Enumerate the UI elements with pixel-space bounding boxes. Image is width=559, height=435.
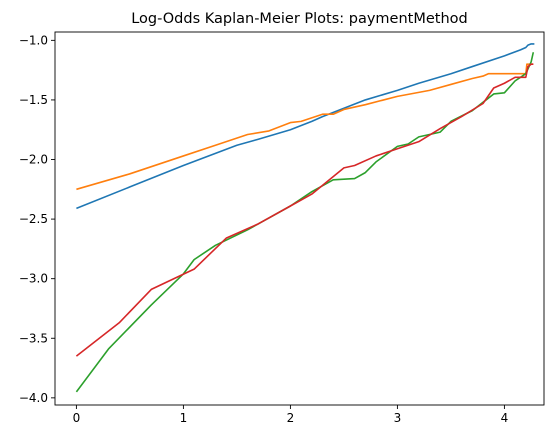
chart-title: Log-Odds Kaplan-Meier Plots: paymentMeth… (131, 11, 468, 27)
y-axis: −4.0 −3.5 −3.0 −2.5 −2.0 −1.5 −1.0 (19, 33, 55, 405)
plot-area (54, 31, 545, 406)
y-tick-label: −1.0 (19, 33, 48, 47)
series-line-4 (75, 63, 534, 357)
y-tick-label: −3.0 (19, 272, 48, 286)
x-tick-label: 2 (287, 411, 295, 425)
x-axis: 0 1 2 3 4 (73, 405, 509, 425)
plot-frame (54, 31, 545, 406)
y-tick-label: −2.0 (19, 153, 48, 167)
series-layer (75, 43, 535, 393)
x-tick-label: 0 (73, 411, 81, 425)
y-tick-label: −4.0 (19, 391, 48, 405)
series-line-3 (75, 52, 535, 393)
series-line-1 (76, 43, 535, 210)
series-line-2 (76, 63, 534, 191)
y-tick-label: −2.5 (19, 212, 48, 226)
x-tick-label: 3 (394, 411, 402, 425)
y-tick-label: −1.5 (19, 93, 48, 107)
y-tick-label: −3.5 (19, 331, 48, 345)
x-tick-label: 1 (180, 411, 188, 425)
x-tick-label: 4 (501, 411, 509, 425)
